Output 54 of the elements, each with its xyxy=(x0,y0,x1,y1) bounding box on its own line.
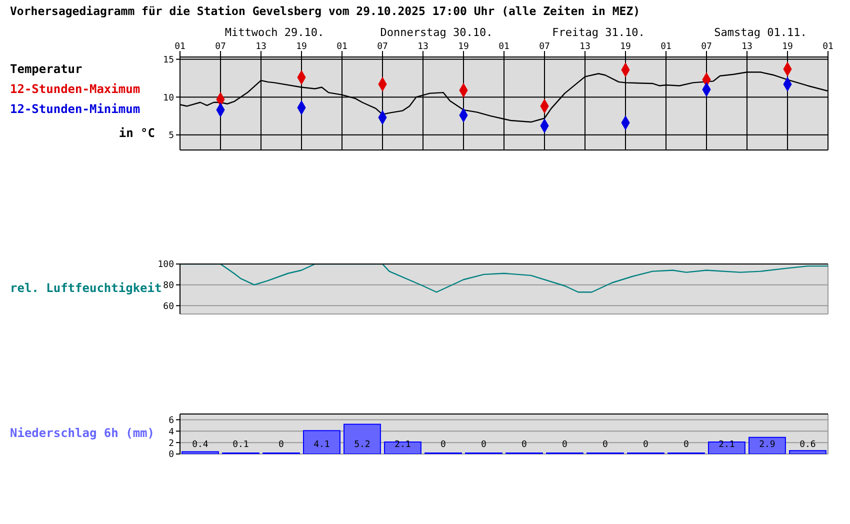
x2-tick-label: Mittwoch 29.10. xyxy=(224,26,326,39)
data-label: 2.1 xyxy=(718,440,735,450)
data-label: 0 xyxy=(278,440,284,450)
x2-tick-label: Donnerstag 30.10. xyxy=(379,26,494,39)
data-label: 0.4 xyxy=(192,440,208,450)
x-tick-label: 07 xyxy=(377,42,388,52)
x-tick-label: 19 xyxy=(296,42,307,52)
text: Temperatur xyxy=(10,61,84,78)
x-tick-label: 13 xyxy=(418,42,428,52)
y-tick-label: 6 xyxy=(168,416,174,426)
x2-tick-label: Samstag 01.11. xyxy=(713,26,808,39)
x-tick-label: 01 xyxy=(498,42,510,52)
x-tick-label: 13 xyxy=(742,42,752,52)
data-label: 2.9 xyxy=(759,440,776,450)
data-label: 0 xyxy=(562,440,568,450)
y-tick-label: 2 xyxy=(168,438,174,449)
data-label: 0 xyxy=(643,440,648,450)
x-tick-label: 19 xyxy=(782,42,793,52)
data-label: 5.2 xyxy=(354,440,370,450)
y-tick-label: 15 xyxy=(163,55,174,66)
y-tick-label: 4 xyxy=(168,427,174,438)
text: 12-Stunden-Maximum xyxy=(10,81,140,98)
x-tick-label: 07 xyxy=(539,42,550,52)
x-tick-label: 01 xyxy=(174,42,186,52)
x-tick-label: 07 xyxy=(215,42,226,52)
chart-title: Vorhersagediagramm für die Station Gevelsberg vom 29.10.2025 17:00 Uhr (alle Zeiten in MEZ) xyxy=(10,4,640,18)
text: rel. Luftfeuchtigkeit xyxy=(10,280,162,297)
data-label: 0 xyxy=(684,440,689,450)
y-tick-label: 0 xyxy=(168,450,174,460)
data-label: 0.1 xyxy=(232,440,249,450)
data-label: 2.1 xyxy=(394,440,411,450)
text: Niederschlag 6h (mm) xyxy=(10,425,154,442)
text: 12-Stunden-Minimum xyxy=(10,101,140,118)
x-tick-label: 01 xyxy=(822,42,834,52)
data-label: 0.6 xyxy=(800,440,816,450)
data-label: 0 xyxy=(481,440,486,450)
data-label: 0 xyxy=(440,440,446,450)
x-tick-label: 19 xyxy=(620,42,631,52)
y-tick-label: 100 xyxy=(158,260,174,270)
data-label: 0 xyxy=(522,440,527,450)
y-tick-label: 10 xyxy=(163,93,174,104)
data-label: 0 xyxy=(602,440,608,450)
data-label: 4.1 xyxy=(314,440,330,450)
x-tick-label: 01 xyxy=(336,42,348,52)
x2-tick-label: Freitag 31.10. xyxy=(551,26,646,39)
y-tick-label: 80 xyxy=(163,281,174,292)
y-axis-title: in °C xyxy=(118,126,155,140)
y-tick-label: 5 xyxy=(168,131,174,142)
x-tick-label: 19 xyxy=(458,42,469,52)
y-tick-label: 60 xyxy=(163,302,174,312)
x-tick-label: 07 xyxy=(701,42,712,52)
x-tick-label: 13 xyxy=(580,42,590,52)
x-tick-label: 13 xyxy=(256,42,266,52)
x-tick-label: 01 xyxy=(660,42,672,52)
